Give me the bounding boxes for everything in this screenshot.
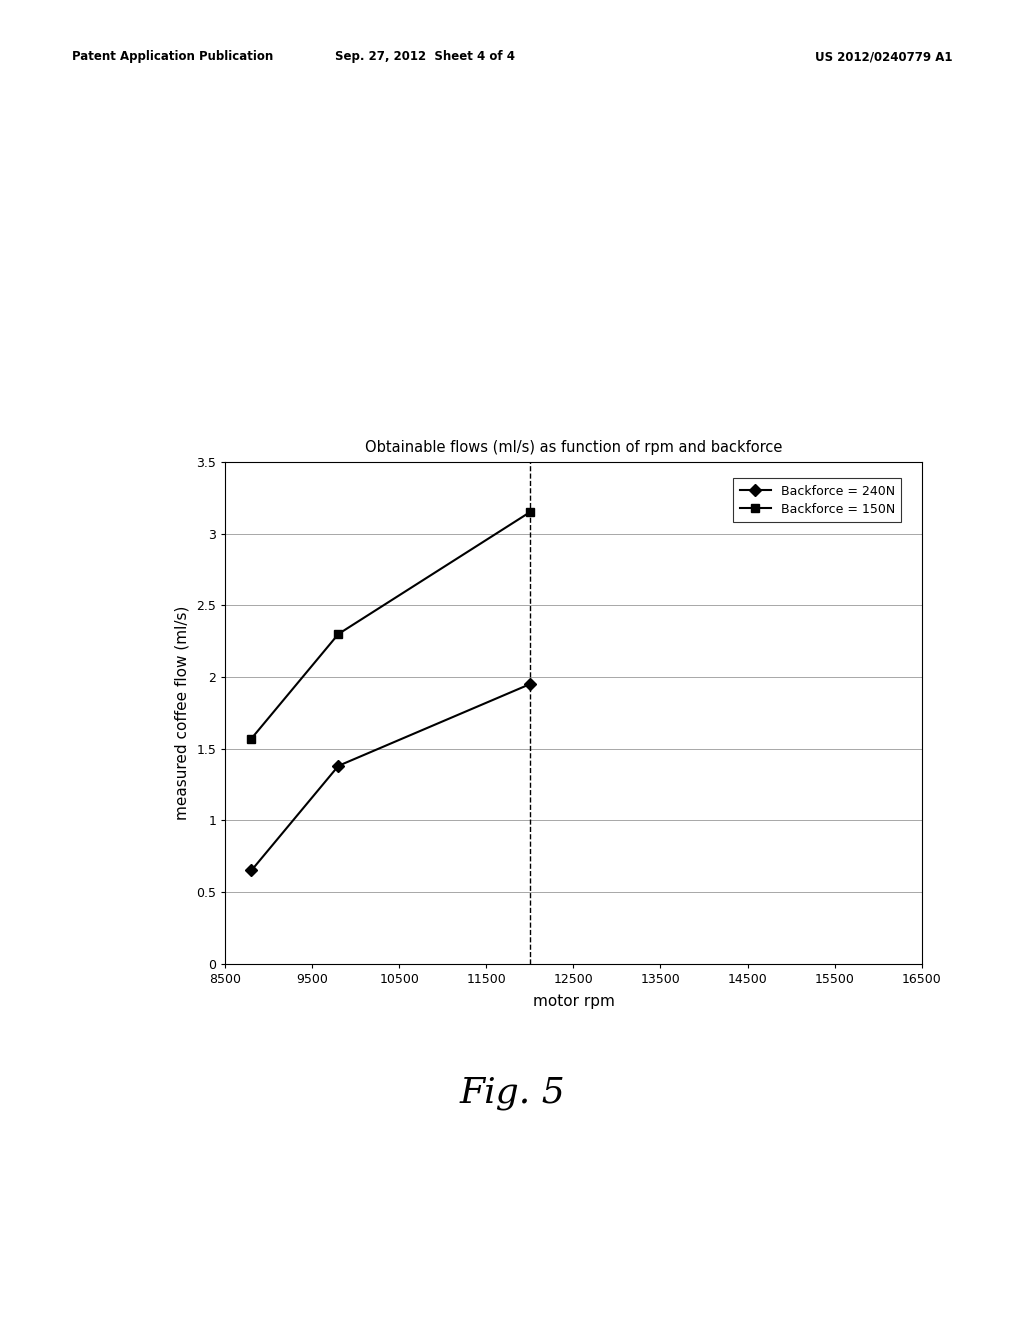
- Backforce = 240N: [523, 676, 537, 692]
- Backforce = 240N: [332, 758, 344, 774]
- Legend: Backforce = 240N, Backforce = 150N: Backforce = 240N, Backforce = 150N: [733, 478, 901, 521]
- X-axis label: motor rpm: motor rpm: [532, 994, 614, 1008]
- Backforce = 240N: [245, 862, 257, 878]
- Line: Backforce = 240N: Backforce = 240N: [247, 680, 535, 875]
- Text: Fig. 5: Fig. 5: [459, 1076, 565, 1110]
- Backforce = 150N: [245, 731, 257, 747]
- Backforce = 150N: [332, 626, 344, 642]
- Text: Sep. 27, 2012  Sheet 4 of 4: Sep. 27, 2012 Sheet 4 of 4: [335, 50, 515, 63]
- Text: US 2012/0240779 A1: US 2012/0240779 A1: [815, 50, 952, 63]
- Title: Obtainable flows (ml/s) as function of rpm and backforce: Obtainable flows (ml/s) as function of r…: [365, 441, 782, 455]
- Y-axis label: measured coffee flow (ml/s): measured coffee flow (ml/s): [174, 606, 189, 820]
- Backforce = 150N: [523, 504, 537, 520]
- Line: Backforce = 150N: Backforce = 150N: [247, 508, 535, 743]
- Text: Patent Application Publication: Patent Application Publication: [72, 50, 273, 63]
